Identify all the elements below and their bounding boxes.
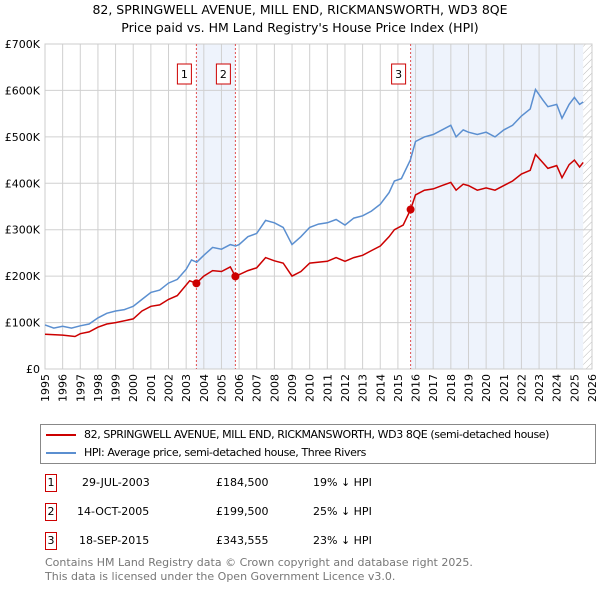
x-tick-label: 2000 (127, 374, 140, 402)
blue-line-swatch (46, 452, 76, 454)
sale-label: 3 (395, 68, 402, 81)
x-tick-label: 1998 (92, 374, 105, 402)
sale-date: 14-OCT-2005 (77, 505, 150, 518)
x-tick-label: 1996 (57, 374, 70, 402)
footer: Contains HM Land Registry data © Crown c… (45, 556, 473, 584)
shaded-period (196, 44, 236, 369)
sale-date: 18-SEP-2015 (79, 534, 150, 547)
x-tick-label: 2010 (304, 374, 317, 402)
future-hatch (583, 44, 592, 369)
x-tick-label: 2020 (480, 374, 493, 402)
sale-hpi-diff: 25% ↓ HPI (313, 505, 372, 518)
y-tick-label: £700K (5, 38, 41, 51)
y-tick-label: £0 (26, 363, 40, 376)
x-tick-label: 2017 (427, 374, 440, 402)
sale-price: £184,500 (216, 476, 269, 489)
price-chart: 1995 1996 1997 1998 1999 2000 2001 2002 2003 2004… (5, 38, 599, 402)
x-tick-label: 2013 (357, 374, 370, 402)
sale-label-box (391, 63, 407, 85)
property-price-line (44, 153, 584, 338)
sale-point (192, 279, 201, 288)
sale-date: 29-JUL-2003 (82, 476, 150, 489)
sale-price: £343,555 (216, 534, 269, 547)
legend-item-hpi: HPI: Average price, semi-detached house,… (46, 444, 366, 462)
sale-label: 1 (181, 68, 188, 81)
x-tick-label: 2004 (198, 374, 211, 402)
x-tick-label: 2021 (498, 374, 511, 402)
plot-frame (44, 43, 593, 370)
sale-marker-box: 1 (45, 474, 57, 492)
sale-marker-box: 2 (45, 503, 57, 521)
x-tick-label: 2001 (145, 374, 158, 402)
x-tick-label: 2011 (321, 374, 334, 402)
sale-label: 2 (220, 68, 227, 81)
y-tick-label: £400K (5, 177, 41, 190)
x-tick-label: 2015 (392, 374, 405, 402)
x-tick-label: 2008 (268, 374, 281, 402)
x-tick-label: 2026 (586, 374, 599, 402)
y-tick-label: £300K (5, 224, 41, 237)
sale-hpi-diff: 23% ↓ HPI (313, 534, 372, 547)
chart-title: 82, SPRINGWELL AVENUE, MILL END, RICKMAN… (92, 2, 508, 17)
x-tick-label: 2002 (163, 374, 176, 402)
sale-label-box (215, 63, 231, 85)
x-tick-label: 2012 (339, 374, 352, 402)
x-tick-label: 2025 (568, 374, 581, 402)
sale-marker-box: 3 (45, 532, 57, 550)
x-tick-label: 1995 (39, 374, 52, 402)
x-tick-label: 2023 (533, 374, 546, 402)
sale-price: £199,500 (216, 505, 269, 518)
sale-point (406, 205, 415, 214)
y-tick-label: £500K (5, 131, 41, 144)
legend: 82, SPRINGWELL AVENUE, MILL END, RICKMAN… (40, 424, 596, 464)
footer-copyright: Contains HM Land Registry data © Crown c… (45, 556, 473, 569)
legend-label: HPI: Average price, semi-detached house,… (84, 446, 366, 459)
x-tick-label: 2014 (374, 374, 387, 402)
footer-licence: This data is licensed under the Open Gov… (45, 570, 396, 583)
y-tick-label: £100K (5, 317, 41, 330)
x-tick-label: 2007 (251, 374, 264, 402)
legend-item-property: 82, SPRINGWELL AVENUE, MILL END, RICKMAN… (46, 426, 549, 444)
x-tick-label: 1997 (74, 374, 87, 402)
x-tick-label: 1999 (110, 374, 123, 402)
x-tick-label: 2003 (180, 374, 193, 402)
red-line-swatch (46, 434, 76, 436)
sale-hpi-diff: 19% ↓ HPI (313, 476, 372, 489)
x-tick-label: 2005 (215, 374, 228, 402)
x-tick-label: 2016 (410, 374, 423, 402)
chart-subtitle: Price paid vs. HM Land Registry's House … (121, 20, 479, 35)
legend-label: 82, SPRINGWELL AVENUE, MILL END, RICKMAN… (84, 428, 550, 441)
y-tick-label: £200K (5, 270, 41, 283)
hpi-line (44, 87, 584, 329)
x-tick-label: 2018 (445, 374, 458, 402)
y-tick-label: £600K (5, 84, 41, 97)
sale-label-box (176, 63, 192, 85)
x-tick-label: 2019 (462, 374, 475, 402)
shaded-period (410, 44, 584, 369)
x-tick-label: 2006 (233, 374, 246, 402)
x-tick-label: 2022 (515, 374, 528, 402)
x-tick-label: 2024 (551, 374, 564, 402)
sale-point (231, 272, 240, 281)
x-tick-label: 2009 (286, 374, 299, 402)
